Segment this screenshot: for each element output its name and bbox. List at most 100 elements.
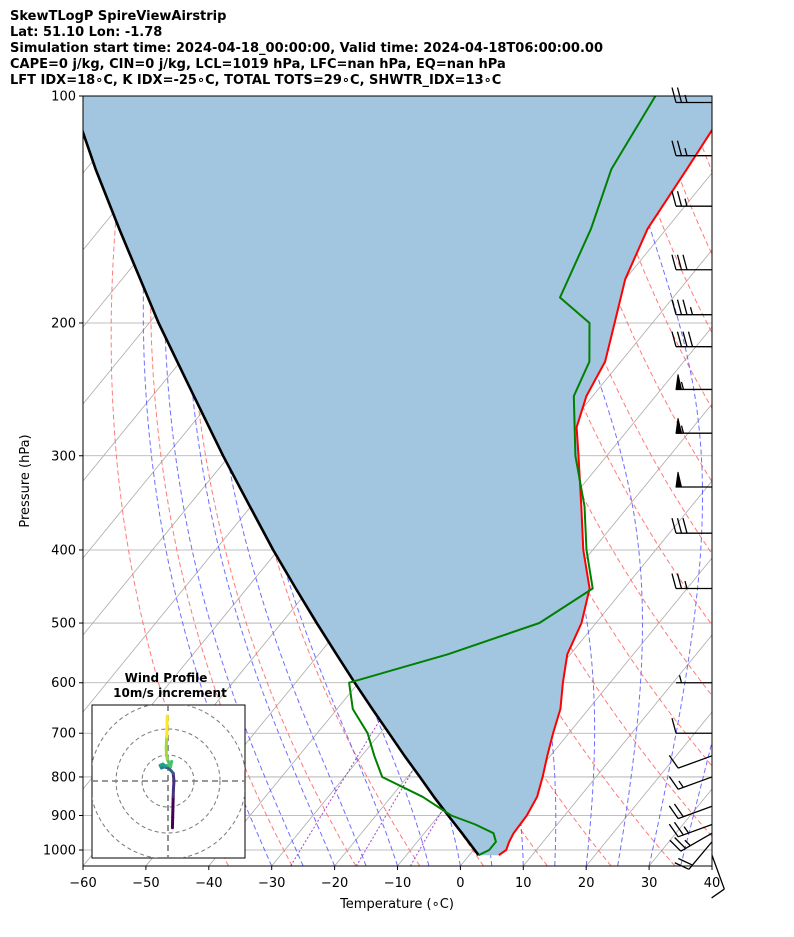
x-tick-label: 30 bbox=[641, 876, 658, 891]
wind-barb bbox=[671, 299, 712, 316]
barb-staff bbox=[677, 755, 713, 769]
index-line: LFT IDX=18∘C, K IDX=-25∘C, TOTAL TOTS=29… bbox=[10, 73, 502, 88]
isotherm-line bbox=[83, 96, 84, 97]
barb-half bbox=[678, 675, 683, 683]
barb-half bbox=[684, 839, 691, 847]
barb-full bbox=[671, 331, 677, 347]
barb-half bbox=[683, 826, 690, 834]
x-tick-label: 10 bbox=[515, 876, 532, 891]
barb-full bbox=[669, 839, 682, 852]
chart-title: SkewTLogP SpireViewAirstrip bbox=[10, 9, 227, 24]
moist-adiabat-line bbox=[163, 96, 304, 866]
x-tick-label: −10 bbox=[384, 876, 411, 891]
dry-adiabat-line bbox=[586, 96, 712, 410]
y-tick-label: 900 bbox=[51, 809, 76, 824]
barb-half bbox=[684, 198, 688, 207]
isotherm-line bbox=[271, 326, 712, 866]
barb-full bbox=[674, 862, 690, 870]
barb-full bbox=[671, 299, 677, 315]
barb-full bbox=[671, 191, 677, 207]
dewpoint-line bbox=[348, 96, 657, 857]
x-tick-label: 0 bbox=[456, 876, 464, 891]
x-tick-label: −60 bbox=[69, 876, 96, 891]
barb-full bbox=[676, 573, 683, 589]
wind-barb bbox=[669, 832, 713, 852]
x-tick-label: −30 bbox=[258, 876, 285, 891]
hodograph bbox=[92, 705, 245, 858]
wind-barb bbox=[671, 140, 712, 157]
barb-full bbox=[671, 518, 677, 534]
moist-adiabat-line bbox=[611, 96, 703, 866]
isotherm-line bbox=[460, 557, 712, 866]
barb-half bbox=[678, 780, 684, 788]
barb-full bbox=[668, 776, 679, 790]
barb-full bbox=[676, 518, 683, 534]
wind-barb bbox=[668, 755, 713, 769]
barb-half bbox=[680, 381, 685, 390]
y-tick-label: 1000 bbox=[43, 844, 76, 859]
hodograph-segment bbox=[164, 735, 169, 749]
barb-full bbox=[711, 888, 725, 899]
barb-full bbox=[668, 805, 679, 819]
x-tick-label: 20 bbox=[578, 876, 595, 891]
moist-adiabat-line bbox=[185, 96, 336, 866]
wind-barb bbox=[675, 374, 712, 391]
axes: −60 −50 −40 −30 −20 −10 0 10 20 30 40 100 200 300 400 5… bbox=[43, 90, 720, 892]
barb-full bbox=[678, 857, 693, 866]
barb-staff bbox=[688, 841, 713, 870]
barb-full bbox=[671, 718, 677, 734]
barb-full bbox=[676, 331, 683, 347]
wind-barb bbox=[668, 803, 713, 820]
hodograph-title: Wind Profile bbox=[125, 671, 208, 685]
barb-half bbox=[689, 307, 694, 315]
moist-adiabat-line bbox=[142, 96, 273, 866]
dry-adiabat-line bbox=[651, 96, 712, 256]
barb-staff bbox=[677, 805, 713, 820]
moist-adiabat-line bbox=[680, 739, 712, 866]
dry-adiabat-line bbox=[520, 96, 712, 555]
wind-barb bbox=[676, 675, 712, 684]
barb-flag bbox=[675, 374, 683, 390]
wind-barbs bbox=[668, 87, 725, 899]
barb-full bbox=[671, 254, 677, 270]
barb-half bbox=[684, 580, 688, 589]
dry-adiabat-line bbox=[717, 96, 794, 866]
barb-half bbox=[684, 148, 688, 156]
wind-barb bbox=[674, 841, 713, 870]
dry-adiabat-line bbox=[749, 96, 794, 866]
wind-barb bbox=[671, 573, 712, 590]
barb-full bbox=[682, 518, 688, 534]
barb-full bbox=[671, 573, 677, 589]
barb-staff bbox=[680, 832, 713, 852]
wind-barb bbox=[711, 854, 725, 899]
barb-full bbox=[687, 331, 694, 347]
wind-barb bbox=[675, 471, 712, 488]
dry-adiabat-line bbox=[683, 96, 712, 173]
wind-barb bbox=[671, 331, 712, 348]
isotherm-line bbox=[83, 96, 210, 251]
data-layer bbox=[83, 96, 712, 857]
chart-header: SkewTLogP SpireViewAirstrip Lat: 51.10 L… bbox=[10, 9, 780, 89]
y-tick-label: 300 bbox=[51, 449, 76, 464]
isotherm-line bbox=[585, 711, 712, 866]
barb-full bbox=[673, 821, 684, 836]
temperature-line bbox=[498, 128, 712, 857]
barb-full bbox=[676, 191, 683, 207]
isotherm-line bbox=[711, 865, 712, 866]
barb-full bbox=[676, 299, 683, 315]
hodograph-subtitle: 10m/s increment bbox=[113, 686, 227, 700]
y-tick-label: 200 bbox=[51, 316, 76, 331]
y-tick-label: 500 bbox=[51, 617, 76, 632]
time-line: Simulation start time: 2024-04-18_00:00:… bbox=[10, 41, 603, 56]
y-tick-label: 700 bbox=[51, 727, 76, 742]
x-tick-label: 40 bbox=[704, 876, 721, 891]
barb-full bbox=[671, 140, 677, 156]
barb-full bbox=[671, 87, 677, 103]
barb-full bbox=[676, 254, 683, 270]
barb-staff bbox=[677, 823, 713, 838]
barb-full bbox=[676, 140, 683, 156]
stability-line: CAPE=0 j/kg, CIN=0 j/kg, LCL=1019 hPa, L… bbox=[10, 57, 506, 72]
barb-full bbox=[682, 299, 688, 315]
barb-flag bbox=[675, 418, 683, 434]
